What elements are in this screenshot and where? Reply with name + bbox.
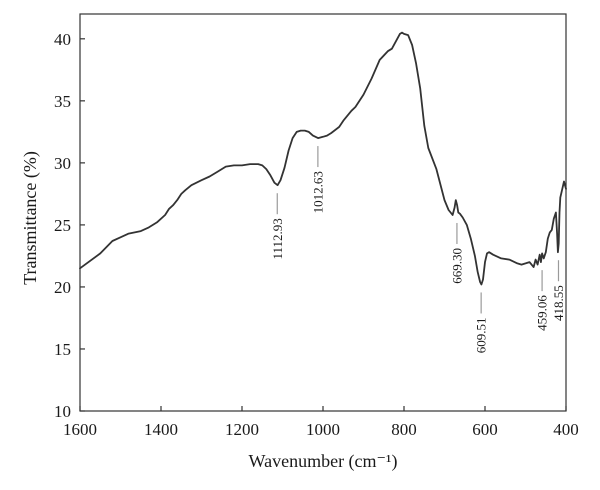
peak-label-group: 1112.93 [270, 218, 285, 259]
peak-label-group: 1012.63 [310, 171, 325, 213]
x-tick-label: 1400 [144, 420, 178, 439]
x-tick-label: 1000 [306, 420, 340, 439]
x-tick-label: 800 [391, 420, 417, 439]
peak-label-group: 418.55 [551, 285, 566, 321]
peak-label: 418.55 [551, 285, 566, 321]
plot-frame [79, 13, 567, 412]
series-line [79, 31, 567, 286]
peak-label: 609.51 [474, 317, 489, 353]
peak-label: 669.30 [449, 248, 464, 284]
y-tick-label: 20 [54, 278, 71, 297]
peak-label: 459.06 [535, 295, 550, 331]
y-tick-label: 25 [54, 216, 71, 235]
x-axis-title: Wavenumber (cm⁻¹) [249, 451, 398, 472]
y-axis-title-group: Transmittance (%) [20, 151, 41, 285]
y-axis-title: Transmittance (%) [20, 151, 41, 285]
x-tick-label: 1200 [225, 420, 259, 439]
y-tick-label: 40 [54, 30, 71, 49]
peak-label-group: 609.51 [474, 317, 489, 353]
peak-label-group: 669.30 [449, 248, 464, 284]
peak-annotations: 1112.93 1012.63 669.30 609.51 459.06 418.55 [270, 146, 566, 353]
peak-label: 1012.63 [310, 171, 325, 213]
x-tick-label: 400 [553, 420, 579, 439]
y-tick-label: 35 [54, 92, 71, 111]
series-group [79, 31, 567, 286]
x-tick-label: 1600 [63, 420, 97, 439]
y-tick-label: 10 [54, 402, 71, 421]
y-tick-label: 15 [54, 340, 71, 359]
y-tick-label: 30 [54, 154, 71, 173]
peak-label-group: 459.06 [535, 295, 550, 331]
peak-label: 1112.93 [270, 218, 285, 259]
axis-ticks: 1600 1400 1200 1000 800 600 400 10 15 20 25 30 35 40 [54, 30, 579, 439]
x-tick-label: 600 [472, 420, 498, 439]
